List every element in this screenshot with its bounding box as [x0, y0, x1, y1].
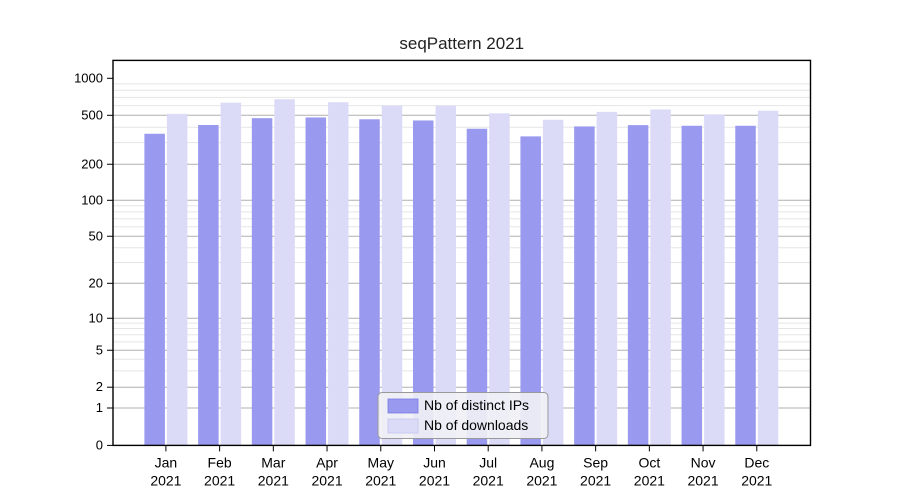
svg-text:2021: 2021 — [258, 472, 289, 488]
svg-text:2021: 2021 — [311, 472, 342, 488]
svg-text:2021: 2021 — [580, 472, 611, 488]
svg-text:2021: 2021 — [687, 472, 718, 488]
svg-text:2021: 2021 — [634, 472, 665, 488]
svg-text:Mar: Mar — [261, 454, 285, 470]
svg-text:100: 100 — [81, 192, 103, 207]
svg-text:2021: 2021 — [204, 472, 235, 488]
svg-text:Jan: Jan — [155, 454, 178, 470]
svg-text:500: 500 — [81, 107, 103, 122]
svg-text:50: 50 — [89, 228, 103, 243]
svg-text:Nb of downloads: Nb of downloads — [424, 417, 528, 433]
svg-text:2021: 2021 — [473, 472, 504, 488]
svg-text:0: 0 — [96, 437, 103, 452]
svg-text:200: 200 — [81, 156, 103, 171]
svg-text:Sep: Sep — [583, 454, 608, 470]
svg-text:Jul: Jul — [479, 454, 497, 470]
svg-text:May: May — [368, 454, 394, 470]
svg-text:2021: 2021 — [150, 472, 181, 488]
svg-text:Nov: Nov — [691, 454, 716, 470]
svg-text:2021: 2021 — [419, 472, 450, 488]
svg-text:Aug: Aug — [529, 454, 554, 470]
svg-text:Jun: Jun — [423, 454, 446, 470]
svg-text:1000: 1000 — [74, 70, 103, 85]
svg-text:Dec: Dec — [744, 454, 769, 470]
svg-text:2021: 2021 — [526, 472, 557, 488]
svg-text:1: 1 — [96, 400, 103, 415]
svg-text:10: 10 — [89, 310, 103, 325]
svg-text:Apr: Apr — [316, 454, 338, 470]
svg-text:2021: 2021 — [365, 472, 396, 488]
svg-text:2021: 2021 — [741, 472, 772, 488]
svg-text:Feb: Feb — [208, 454, 232, 470]
svg-text:5: 5 — [96, 342, 103, 357]
svg-text:Oct: Oct — [638, 454, 660, 470]
svg-text:20: 20 — [89, 275, 103, 290]
svg-text:2: 2 — [96, 379, 103, 394]
svg-text:Nb of distinct IPs: Nb of distinct IPs — [424, 397, 529, 413]
